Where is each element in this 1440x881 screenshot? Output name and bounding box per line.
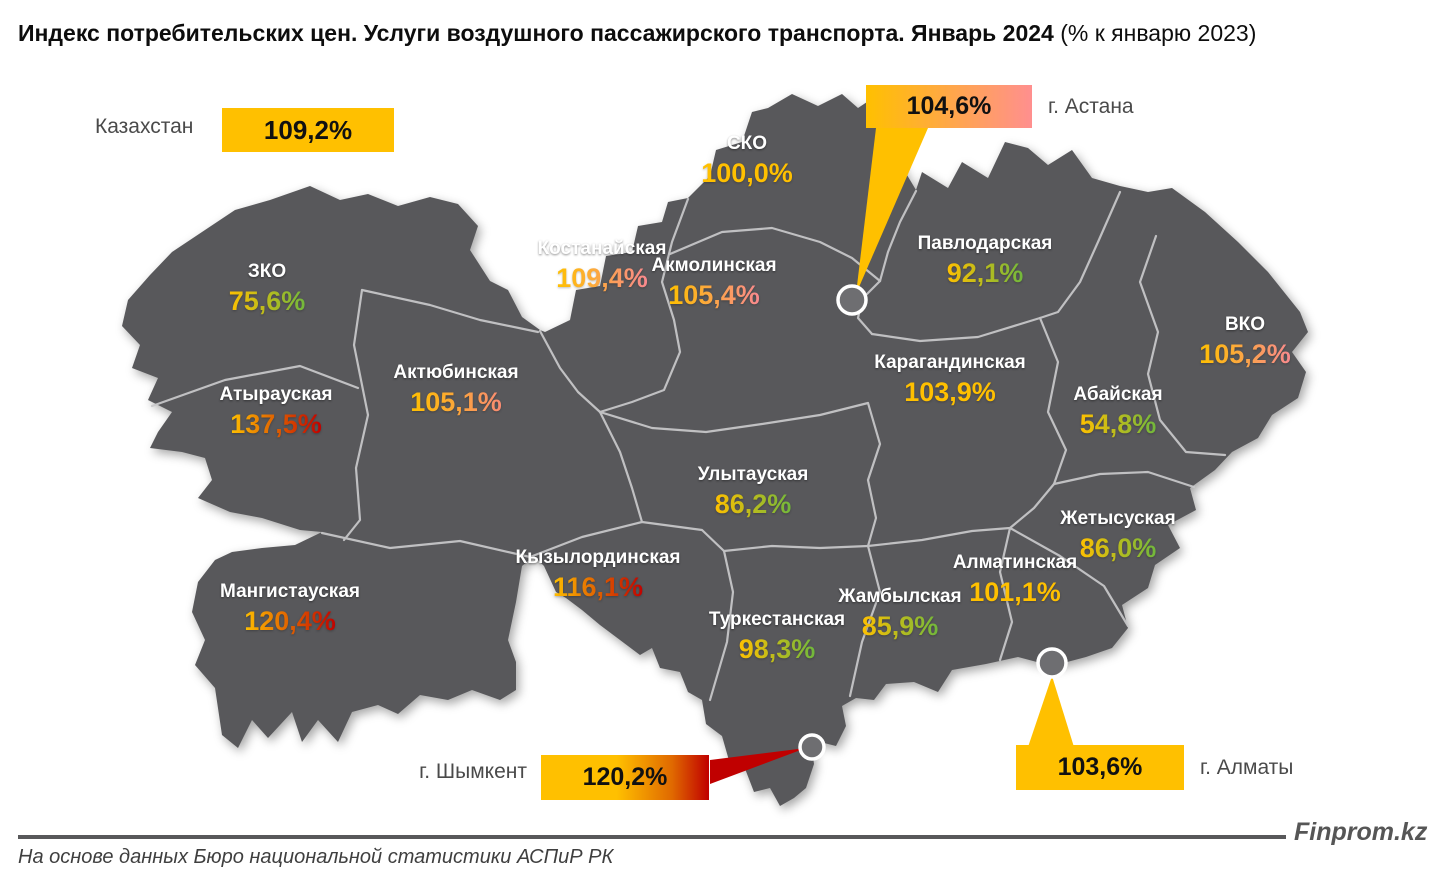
region-name: ВКО [1224,314,1266,335]
region-value: 86,2% [714,489,792,519]
kazakhstan-landmass [122,94,1308,806]
almaty-value-badge: 103,6% [1016,745,1184,790]
region-kostanayskaya: Костанайская 109,4% [538,237,667,295]
almaty-marker [1036,647,1068,679]
region-name: Жетысуская [1060,508,1176,529]
region-value: 116,1% [552,572,644,602]
national-label: Казахстан [95,115,194,138]
shymkent-value-badge: 120,2% [541,755,709,800]
region-name: Абайская [1073,384,1163,405]
region-value: 75,6% [228,286,306,316]
region-name: Карагандинская [874,352,1026,373]
region-value: 86,0% [1079,533,1157,563]
region-value: 109,4% [556,263,648,293]
region-sko: СКО 100,0% [701,132,793,190]
almaty-label: г. Алматы [1200,756,1294,779]
region-atyrauskaya: Атырауская 137,5% [220,383,333,441]
region-name: СКО [726,133,768,154]
region-ulytauskaya: Улытауская 86,2% [698,463,809,521]
region-zhetysuskaya: Жетысуская 86,0% [1060,507,1175,565]
region-kyzylordinskaya: Кызылординская 116,1% [516,546,681,604]
astana-value-badge: 104,6% [866,85,1032,128]
region-name: Актюбинская [393,362,519,383]
region-value: 120,4% [244,606,336,636]
region-value: 92,1% [946,258,1024,288]
region-name: Алматинская [952,552,1078,573]
region-borders [150,189,1227,702]
region-value: 98,3% [738,634,816,664]
region-name: Жамбылская [838,586,962,607]
region-name: Акмолинская [651,255,777,276]
page-title-note: (% к январю 2023) [1053,20,1257,46]
astana-marker [836,284,868,316]
region-value: 105,1% [410,387,502,417]
page-title: Индекс потребительских цен. Услуги возду… [18,20,1256,47]
shymkent-marker [798,733,826,761]
region-zhambylskaya: Жамбылская 85,9% [838,585,961,643]
region-name: Костанайская [537,238,667,259]
national-value-badge: 109,2% [222,108,394,152]
region-mangistauskaya: Мангистауская 120,4% [220,580,360,638]
region-value: 137,5% [230,409,322,439]
source-note: На основе данных Бюро национальной стати… [18,846,614,868]
region-aktyubinskaya: Актюбинская 105,1% [393,361,518,419]
region-name: Павлодарская [917,233,1053,254]
page-title-main: Индекс потребительских цен. Услуги возду… [18,20,1054,46]
astana-callout-pointer [856,128,928,294]
region-karagandinskaya: Карагандинская 103,9% [874,351,1025,409]
region-zko: ЗКО 75,6% [229,260,306,318]
region-akmolinskaya: Акмолинская 105,4% [651,254,776,312]
astana-label: г. Астана [1048,95,1134,118]
region-name: Мангистауская [220,581,360,602]
region-name: ЗКО [247,261,287,282]
region-abayskaya: Абайская 54,8% [1073,383,1162,441]
region-value: 54,8% [1079,409,1157,439]
region-turkestanskaya: Туркестанская 98,3% [709,608,845,666]
region-value: 105,2% [1199,339,1291,369]
region-value: 105,4% [668,280,760,310]
brand-logo: Finprom.kz [1294,818,1428,846]
region-name: Кызылординская [515,547,681,568]
footer-divider [18,835,1286,839]
region-value: 100,0% [701,158,793,188]
region-value: 85,9% [861,611,939,641]
region-pavlodarskaya: Павлодарская 92,1% [918,232,1053,290]
region-value: 101,1% [969,577,1061,607]
region-name: Улытауская [697,464,809,485]
shymkent-callout-pointer [710,748,806,784]
region-value: 103,9% [904,377,996,407]
almaty-callout-pointer [1028,676,1074,747]
region-name: Атырауская [219,384,333,405]
region-name: Туркестанская [708,609,846,630]
shymkent-label: г. Шымкент [419,760,527,783]
region-almatinskaya: Алматинская 101,1% [953,551,1077,609]
region-vko: ВКО 105,2% [1199,313,1291,371]
